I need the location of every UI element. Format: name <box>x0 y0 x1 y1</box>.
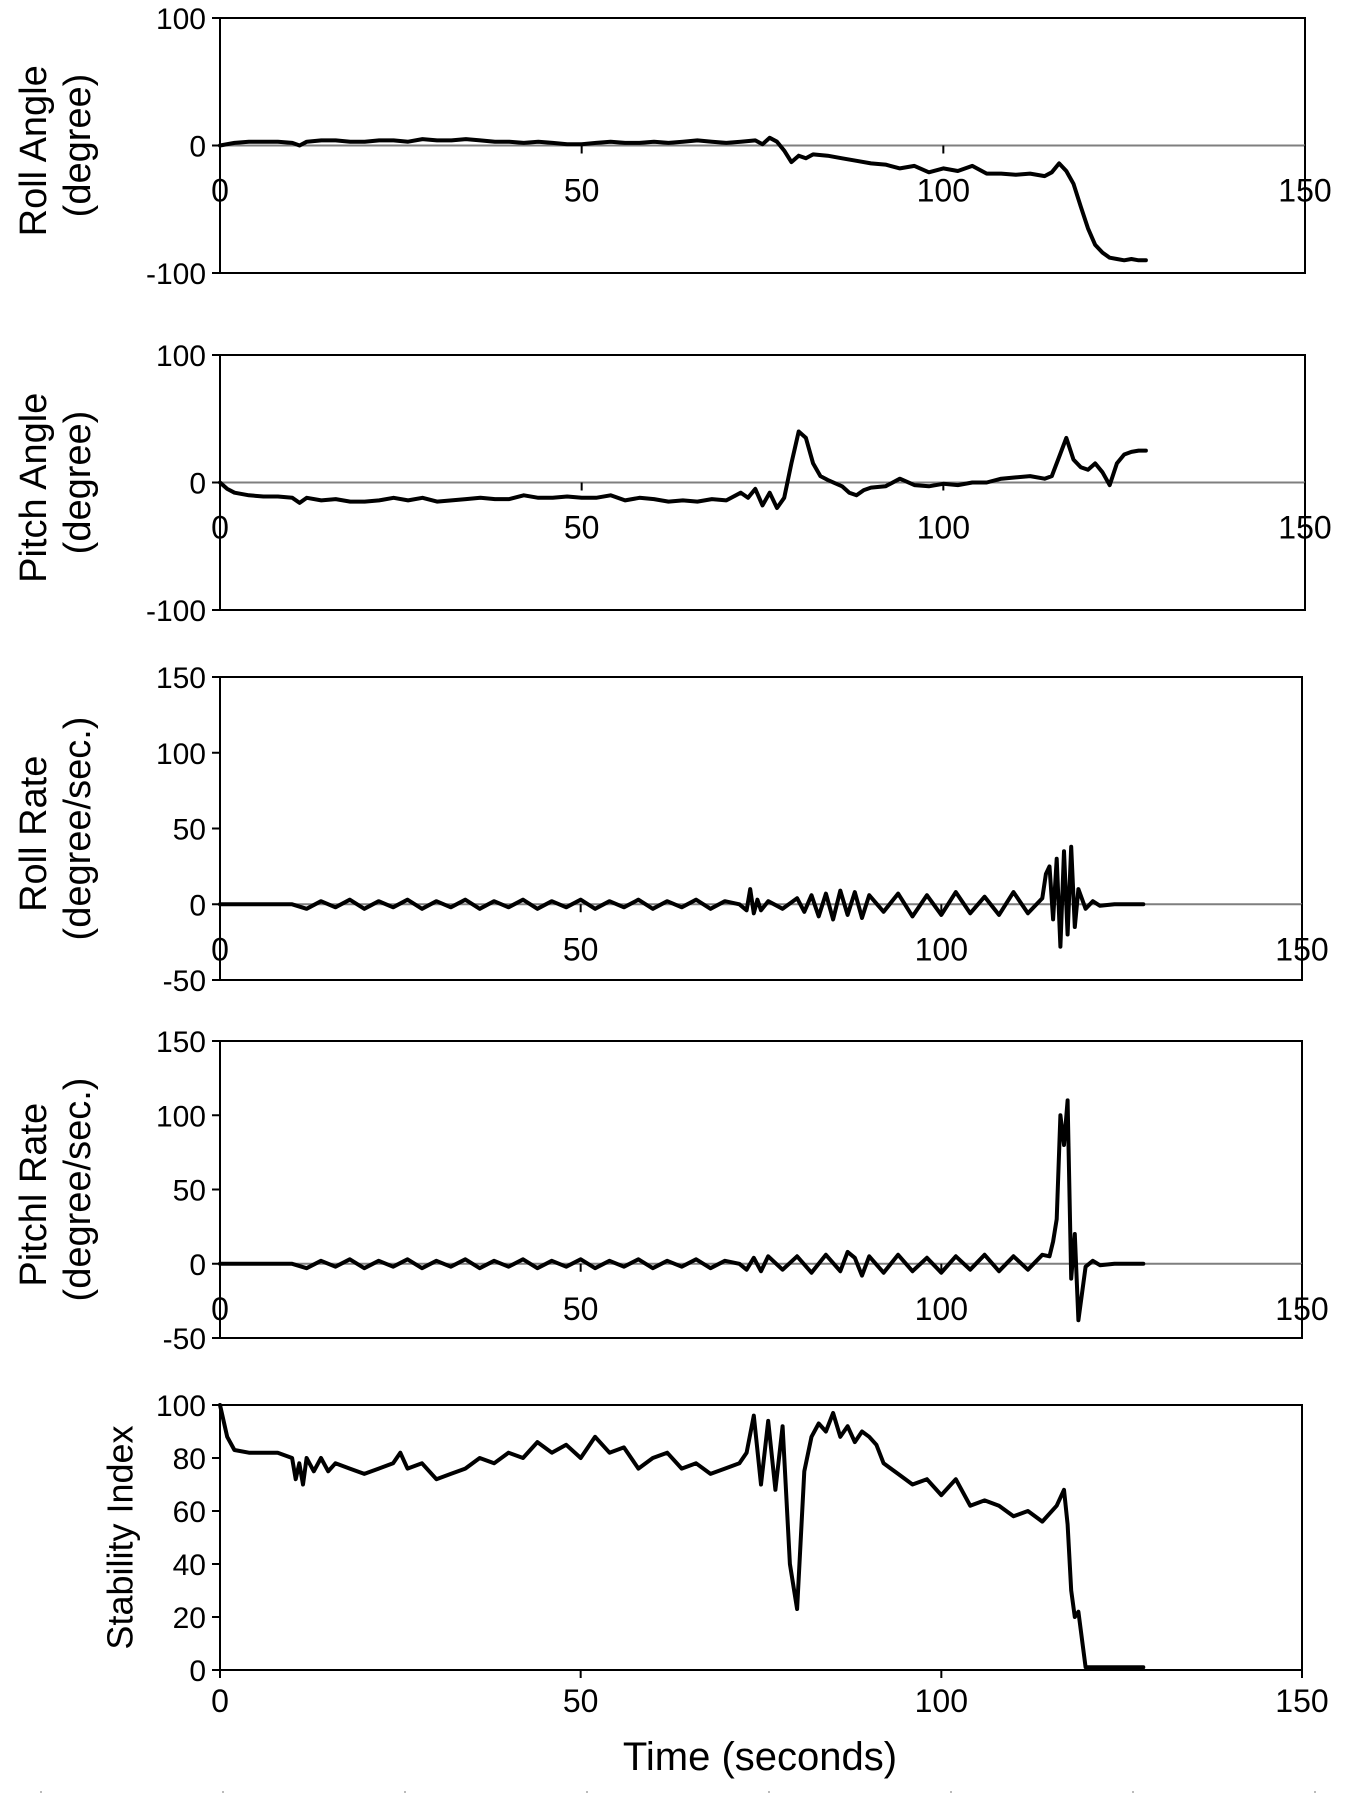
x-tick-label: 50 <box>563 1291 599 1327</box>
panel-pitch-angle: -100 0 100 0 50 100 150 Pitch Angle (degree) <box>13 340 1331 628</box>
y-tick-label: -50 <box>163 1323 206 1356</box>
x-tick-label: 50 <box>563 931 599 967</box>
y-tick-label: -100 <box>146 258 206 291</box>
y-axis-label-line-2: (degree/sec.) <box>57 717 99 941</box>
y-tick-label: 0 <box>189 1249 206 1282</box>
x-tick-label: 50 <box>563 1683 599 1719</box>
y-tick-label: 0 <box>189 468 206 501</box>
y-axis-label: Stability Index <box>100 1425 141 1649</box>
x-tick-label: 150 <box>1275 1291 1328 1327</box>
y-axis-label: Roll Angle (degree) <box>13 55 99 237</box>
x-tick-label: 0 <box>211 1683 229 1719</box>
y-tick-label: 100 <box>156 3 206 36</box>
y-axis-label: Roll Rate (degree/sec.) <box>13 717 99 941</box>
x-tick-label: 100 <box>915 931 968 967</box>
y-tick-label: 0 <box>189 131 206 164</box>
x-tick-label: 0 <box>211 510 229 546</box>
x-tick-label: 0 <box>211 1291 229 1327</box>
y-axis-label-line-1: Pitchl Rate <box>13 1103 55 1287</box>
panel-4-layer: 0 20 40 60 80 100 0 50 100 150 <box>156 1390 1329 1719</box>
series-line <box>218 429 1148 510</box>
y-tick-label: 40 <box>173 1549 206 1582</box>
y-axis-label-line-1: Roll Rate <box>13 756 55 912</box>
y-tick-label: 150 <box>156 1026 206 1059</box>
x-tick-label: 150 <box>1278 510 1331 546</box>
series-line <box>218 135 1148 263</box>
plot-frame <box>219 1404 1303 1671</box>
x-tick-label: 50 <box>564 173 600 209</box>
y-tick-label: 0 <box>189 889 206 922</box>
plot-frame <box>219 676 1303 981</box>
series-line <box>218 844 1146 949</box>
y-tick-label: -100 <box>146 595 206 628</box>
y-axis-label-line-1: Pitch Angle <box>13 393 55 583</box>
y-axis-label-line-2: (degree) <box>57 411 99 555</box>
y-tick-label: 60 <box>173 1496 206 1529</box>
y-axis-label-line-1: Stability Index <box>100 1425 141 1649</box>
series-line <box>218 1403 1146 1670</box>
x-tick-label: 150 <box>1278 173 1331 209</box>
y-tick-label: 20 <box>173 1602 206 1635</box>
panel-roll-angle: -100 0 100 0 50 100 150 Roll Angle (degree) <box>13 3 1331 291</box>
panel-1-layer: -100 0 100 0 50 100 150 <box>146 340 1332 628</box>
y-tick-label: 100 <box>156 1100 206 1133</box>
x-tick-label: 50 <box>564 510 600 546</box>
x-tick-label: 150 <box>1275 1683 1328 1719</box>
plot-frame <box>219 1040 1303 1339</box>
y-axis-label: Pitchl Rate (degree/sec.) <box>13 1078 99 1302</box>
x-tick-label: 100 <box>917 173 970 209</box>
y-axis-label-line-2: (degree/sec.) <box>57 1078 99 1302</box>
x-axis-label: Time (seconds) <box>623 1735 897 1779</box>
y-tick-label: 150 <box>156 662 206 695</box>
x-tick-label: 100 <box>917 510 970 546</box>
x-tick-label: 0 <box>211 931 229 967</box>
y-tick-label: 0 <box>189 1655 206 1688</box>
x-tick-label: 0 <box>211 173 229 209</box>
y-tick-label: 50 <box>173 814 206 847</box>
y-tick-label: 80 <box>173 1443 206 1476</box>
panel-0-layer: -100 0 100 0 50 100 150 <box>146 3 1332 291</box>
y-axis-label-line-1: Roll Angle <box>13 65 55 236</box>
y-tick-label: 100 <box>156 738 206 771</box>
y-tick-label: -50 <box>163 965 206 998</box>
y-axis-label-line-2: (degree) <box>57 74 99 218</box>
series-line <box>218 1098 1146 1323</box>
x-tick-label: 100 <box>915 1291 968 1327</box>
y-axis-label: Pitch Angle (degree) <box>13 382 99 583</box>
x-tick-label: 150 <box>1275 931 1328 967</box>
panel-stability-index: 0 20 40 60 80 100 0 50 100 150 Stability Index Ti… <box>100 1390 1329 1779</box>
y-tick-label: 50 <box>173 1175 206 1208</box>
x-tick-label: 100 <box>915 1683 968 1719</box>
y-tick-label: 100 <box>156 1390 206 1423</box>
y-tick-label: 100 <box>156 340 206 373</box>
